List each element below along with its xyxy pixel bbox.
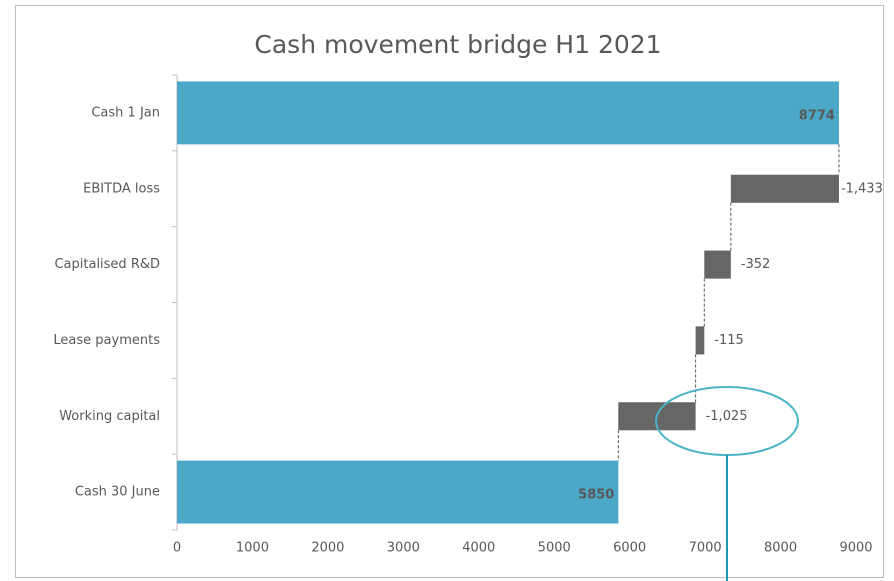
value-label: 8774	[799, 108, 835, 123]
y-tick-label: Cash 30 June	[75, 485, 160, 500]
x-tick-label: 0	[173, 541, 181, 556]
chart-title: Cash movement bridge H1 2021	[254, 30, 661, 59]
y-tick-label: Working capital	[59, 409, 160, 424]
bar	[704, 250, 731, 279]
bar	[695, 326, 705, 355]
y-tick-label: EBITDA loss	[83, 181, 160, 196]
x-tick-label: 1000	[236, 541, 269, 556]
x-tick-label: 5000	[538, 541, 571, 556]
bar	[177, 81, 839, 145]
x-tick-label: 6000	[613, 541, 646, 556]
x-tick-label: 2000	[311, 541, 344, 556]
x-tick-label: 3000	[387, 541, 420, 556]
plot: 0 1000 2000 3000 4000 5000 6000 7000 8000 9000 Cas…	[53, 74, 883, 556]
bar	[177, 460, 619, 524]
y-tick-label: Capitalised R&D	[54, 257, 160, 272]
y-tick-label: Cash 1 Jan	[91, 105, 160, 120]
x-tick-label: 4000	[462, 541, 495, 556]
value-label: -1,433	[841, 181, 883, 196]
x-tick-label: 7000	[689, 541, 722, 556]
y-tick-label: Lease payments	[53, 333, 160, 348]
x-tick-label: 8000	[764, 541, 797, 556]
x-tick-label: 9000	[839, 541, 872, 556]
value-label: -352	[741, 257, 771, 272]
value-label: 5850	[578, 488, 614, 503]
value-label: -115	[714, 333, 744, 348]
bar	[730, 174, 839, 203]
value-label: -1,025	[706, 409, 748, 424]
